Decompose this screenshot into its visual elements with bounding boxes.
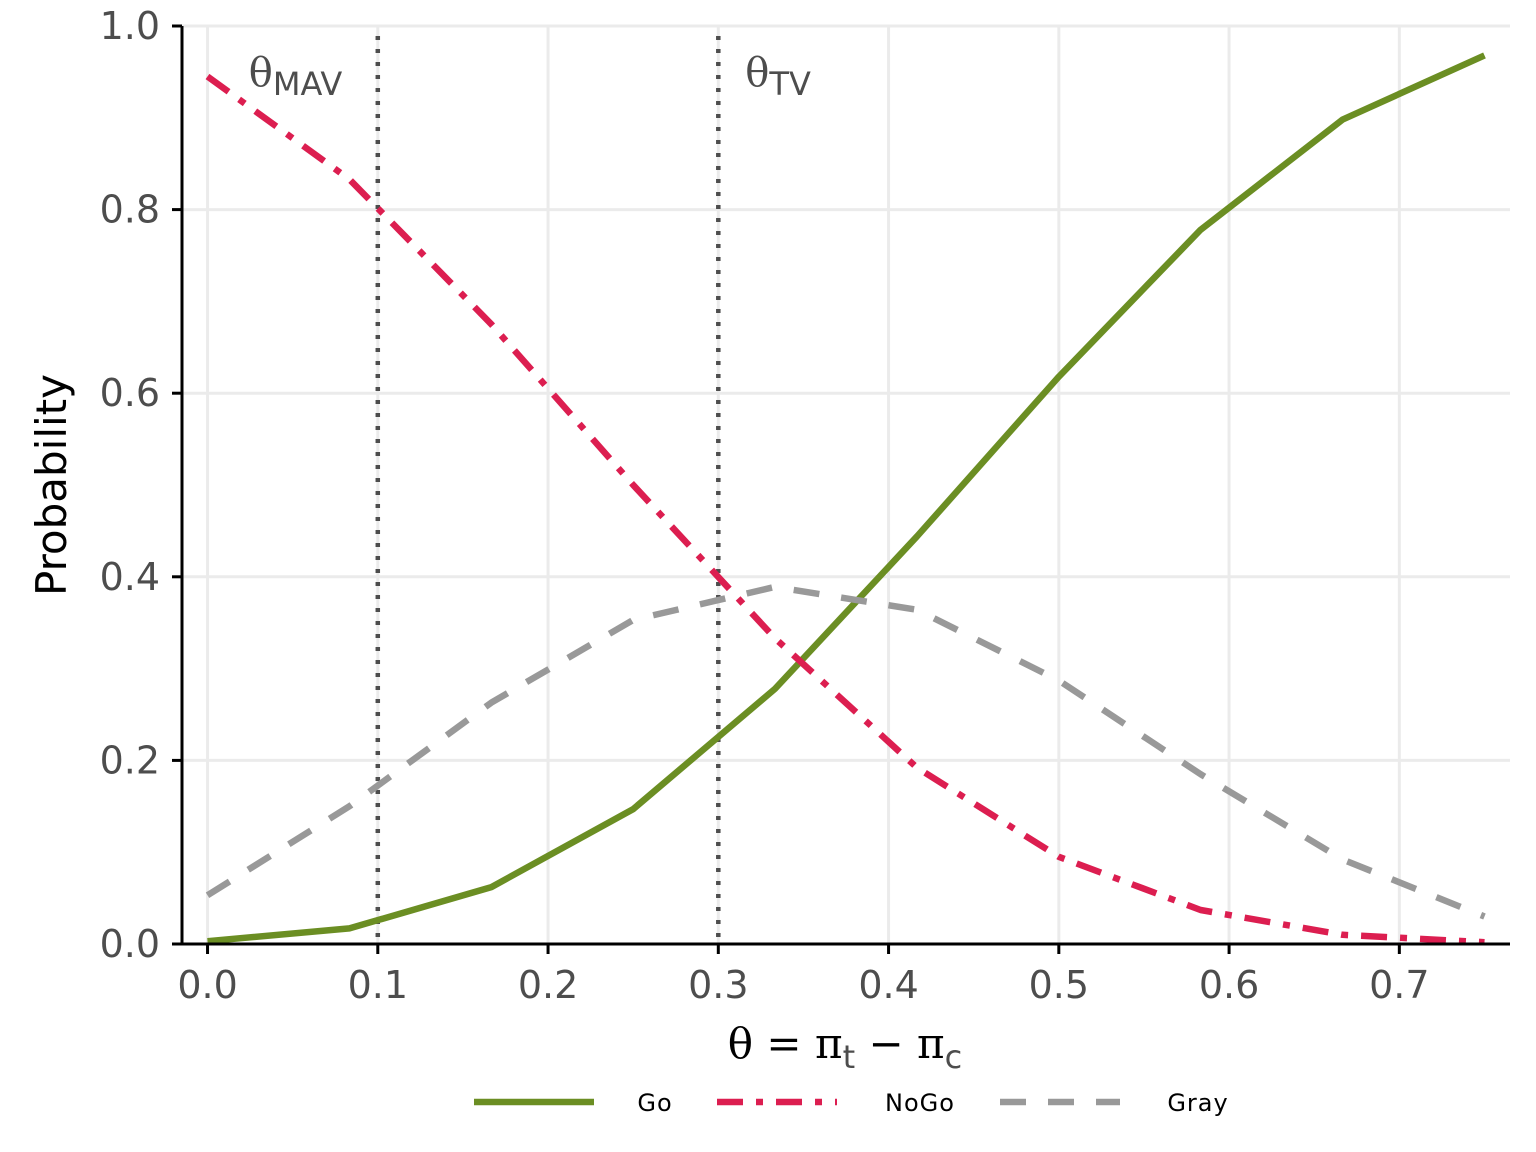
series-lines — [205, 52, 1486, 946]
reference-label-mav: θMAV — [249, 50, 343, 103]
reference-label-tv: θTV — [745, 50, 811, 103]
reference-lines: θMAV θTV — [249, 36, 811, 944]
x-axis-title-mid: − π — [855, 1019, 945, 1068]
x-tick-label-6: 0.6 — [1199, 963, 1259, 1007]
x-tick-label-3: 0.3 — [688, 963, 748, 1007]
axes — [172, 24, 1510, 954]
series-line-nogo — [205, 73, 1485, 946]
y-tick-label-0: 0.0 — [100, 922, 160, 966]
x-axis-title: θ = πt − πc — [728, 1019, 962, 1076]
series-line-go — [207, 52, 1486, 945]
legend-label-gray: Gray — [1167, 1089, 1228, 1117]
y-tick-label-3: 0.6 — [100, 371, 160, 415]
y-tick-label-4: 0.8 — [100, 188, 160, 232]
legend-label-nogo: NoGo — [885, 1089, 955, 1117]
legend: Go NoGo Gray — [474, 1089, 1228, 1117]
y-tick-label-5: 1.0 — [100, 4, 160, 48]
x-axis-title-sub1: t — [843, 1038, 856, 1076]
series-line-gray — [205, 583, 1486, 920]
y-tick-label-2: 0.4 — [100, 555, 160, 599]
y-axis-title: Probability — [27, 374, 76, 596]
x-tick-label-7: 0.7 — [1369, 963, 1429, 1007]
x-tick-label-1: 0.1 — [348, 963, 408, 1007]
x-tick-label-5: 0.5 — [1029, 963, 1089, 1007]
tick-labels: 0.0 0.1 0.2 0.3 0.4 0.5 0.6 0.7 0.0 0.2 0.4 0.6 0.8 1… — [100, 4, 1430, 1007]
x-axis-title-sub2: c — [945, 1038, 963, 1076]
x-tick-label-0: 0.0 — [177, 963, 237, 1007]
x-tick-label-2: 0.2 — [518, 963, 578, 1007]
grid-lines — [182, 24, 1510, 946]
y-tick-label-1: 0.2 — [100, 738, 160, 782]
x-tick-label-4: 0.4 — [858, 963, 918, 1007]
x-axis-title-base: θ = π — [728, 1019, 843, 1068]
legend-label-go: Go — [637, 1089, 672, 1117]
